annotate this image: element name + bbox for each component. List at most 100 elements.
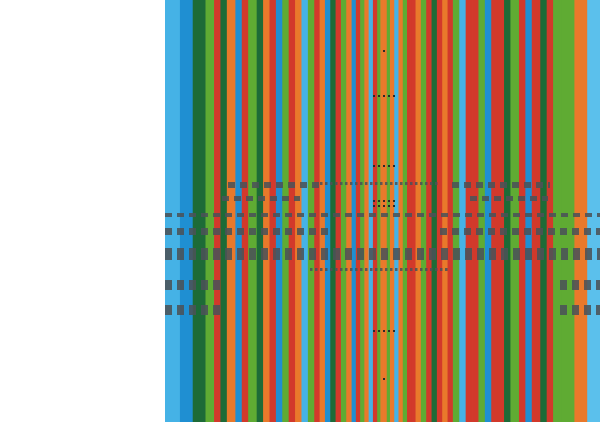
grey-dash — [400, 182, 403, 185]
grey-dash — [489, 248, 496, 260]
grey-dash — [297, 228, 304, 235]
grey-dash — [355, 268, 358, 271]
grey-dash — [561, 248, 568, 260]
grey-dash — [549, 248, 556, 260]
grey-dash — [345, 248, 352, 260]
grey-dash — [297, 248, 304, 260]
grey-dash — [453, 213, 460, 217]
grey-dash — [390, 268, 393, 271]
grey-dash — [596, 228, 600, 235]
grey-dash — [400, 268, 403, 271]
grey-dash — [249, 228, 256, 235]
grey-dash — [189, 248, 196, 260]
stripe — [574, 0, 588, 422]
centre-dot — [383, 378, 385, 380]
grey-dash — [440, 228, 447, 235]
centre-dot — [373, 165, 375, 167]
grey-dash — [273, 248, 280, 260]
grey-dash — [453, 248, 460, 260]
grey-dash — [189, 213, 196, 217]
stripe — [368, 0, 374, 422]
stripe — [491, 0, 499, 422]
centre-dot — [373, 330, 375, 332]
centre-dot — [388, 330, 390, 332]
grey-dash — [500, 228, 507, 235]
grey-dash — [477, 213, 484, 217]
grey-dash — [189, 228, 196, 235]
grey-dash — [165, 213, 172, 217]
stripe — [510, 0, 520, 422]
grey-dash — [420, 268, 423, 271]
grey-dash — [501, 248, 508, 260]
grey-dash — [370, 268, 373, 271]
grey-dash — [261, 228, 268, 235]
stripe — [377, 0, 381, 422]
centre-dot — [383, 330, 385, 332]
grey-dash — [512, 228, 519, 235]
grey-dash — [225, 248, 232, 260]
stripe — [241, 0, 249, 422]
stripe — [472, 0, 479, 422]
grey-dash — [584, 280, 591, 290]
grey-dash — [333, 248, 340, 260]
grey-dash — [321, 213, 328, 217]
grey-dash — [237, 213, 244, 217]
grey-dash — [360, 182, 363, 185]
stripe — [431, 0, 438, 422]
grey-dash — [213, 213, 220, 217]
grey-dash — [165, 248, 172, 260]
grey-dash — [380, 182, 383, 185]
grey-dash — [470, 196, 477, 201]
grey-dash — [441, 248, 448, 260]
stripe — [587, 0, 600, 422]
grey-dash — [252, 182, 259, 188]
grey-dash — [572, 228, 579, 235]
grey-dash — [430, 268, 433, 271]
stripe — [436, 0, 443, 422]
stripe — [372, 0, 378, 422]
grey-dash — [321, 228, 328, 235]
grey-dash — [452, 182, 459, 188]
grey-dash — [430, 182, 433, 185]
painting — [165, 0, 600, 422]
grey-dash — [537, 213, 544, 217]
grey-dash — [452, 228, 459, 235]
stripe — [497, 0, 505, 422]
stripe — [330, 0, 336, 422]
stripe — [226, 0, 236, 422]
grey-dash — [513, 248, 520, 260]
stripe — [179, 0, 194, 422]
grey-dash — [177, 228, 184, 235]
grey-dash — [261, 213, 268, 217]
centre-dot — [388, 205, 390, 207]
grey-dash — [258, 196, 265, 201]
grey-dash — [320, 182, 323, 185]
stripe — [420, 0, 427, 422]
grey-dash — [435, 182, 438, 185]
stripe — [364, 0, 370, 422]
centre-dot — [373, 205, 375, 207]
grey-dash — [488, 228, 495, 235]
grey-dash — [350, 268, 353, 271]
grey-dash — [464, 182, 471, 188]
grey-dash — [177, 213, 184, 217]
centre-dot — [378, 330, 380, 332]
centre-dot — [378, 205, 380, 207]
grey-dash — [477, 248, 484, 260]
grey-dash — [429, 213, 436, 217]
stripe — [386, 0, 391, 422]
grey-dash — [393, 213, 400, 217]
grey-dash — [375, 268, 378, 271]
stripe — [525, 0, 533, 422]
grey-dash — [548, 182, 550, 188]
grey-dash — [309, 228, 316, 235]
grey-dash — [315, 268, 318, 271]
grey-dash — [330, 268, 333, 271]
grey-dash — [312, 182, 319, 188]
stripe — [205, 0, 215, 422]
stripe — [295, 0, 302, 422]
grey-dash — [240, 182, 247, 188]
stripe — [383, 0, 388, 422]
stripe — [380, 0, 384, 422]
grey-dash — [285, 213, 292, 217]
